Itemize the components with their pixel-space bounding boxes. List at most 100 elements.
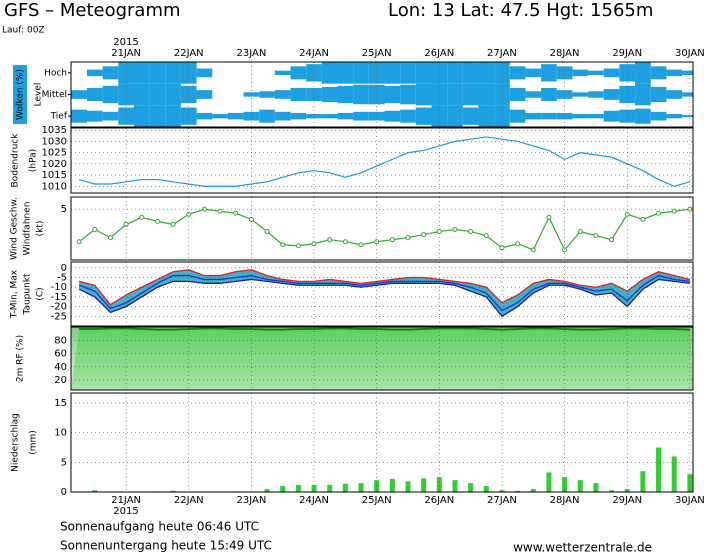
cloud-cover [321,114,338,119]
wind-point [217,208,223,214]
cloud-cover [541,88,557,101]
cloud-cover [306,64,322,82]
wind-point [358,242,364,248]
y-tick-label: 80 [54,335,67,346]
cloud-cover [353,111,369,121]
wind-point [76,239,82,245]
wind-point [546,214,552,220]
cloud-cover [321,86,338,103]
cloud-cover [619,109,636,123]
cloud-cover [384,62,401,84]
precip-bar [483,486,489,492]
x-tick-label: 23JAN [236,495,266,506]
cloud-cover [431,105,448,127]
cloud-cover [196,112,213,120]
wind-point [640,216,646,222]
precip-bar [609,490,615,492]
wind-point [139,214,145,220]
cloud-cover [196,90,213,99]
y-tick-label: 0 [61,263,67,274]
cloud-cover [447,62,463,84]
y-axis-label: (C) [36,287,46,300]
wind-point [107,235,113,241]
cloud-cover [415,107,432,125]
precip-bar [405,481,411,492]
temperature-line [78,274,690,312]
x-tick-label: 21JAN [111,48,141,59]
y-axis-label: Bodendruck [11,133,21,188]
x-tick-label: 29JAN [612,48,642,59]
wind-point [295,243,301,249]
y-tick-label: -20 [51,302,67,313]
x-tick-label: 29JAN [612,495,642,506]
cloud-cover [635,108,651,124]
wind-point [515,241,521,247]
cloud-cover [368,111,385,121]
wind-point [342,239,348,245]
x-tick-label: 21JAN [111,495,141,506]
cloud-cover [165,62,181,84]
cloud-cover [243,111,260,121]
precip-bar [530,489,536,492]
precip-bar [452,480,458,492]
precip-bar [342,483,348,492]
precip-bar [546,472,552,492]
layer-label: Hoch [44,68,67,78]
x-tick-label: 30JAN [675,48,705,59]
wind-point [280,242,286,248]
cloud-cover [509,66,526,80]
cloud-cover [572,69,589,77]
cloud-cover [290,66,307,80]
cloud-cover [306,114,322,119]
cloud-cover [274,111,291,121]
x-tick-label: 27JAN [487,48,517,59]
precip-bar [436,477,442,492]
x-tick-label: 26JAN [424,48,454,59]
precip-bar [671,456,677,492]
y-axis-label: Wolken (%) [16,69,26,120]
layer-label: Mittel [42,90,67,100]
cloud-cover [290,88,307,101]
cloud-cover [400,84,416,105]
panel-frame [70,261,694,327]
pressure-line [78,136,691,187]
precip-bar [562,477,568,492]
cloud-cover [71,109,87,123]
x-tick-label: 22JAN [174,495,204,506]
wind-point [421,232,427,238]
cloud-cover [259,109,275,123]
cloud-cover [509,88,526,101]
cloud-cover [290,112,307,120]
precip-bar [358,483,364,492]
cloud-cover [650,86,667,103]
precip-bar [640,471,646,492]
wind-point [530,247,536,253]
cloud-cover [227,112,244,120]
y-tick-label: 15 [54,398,67,409]
cloud-cover [635,62,651,84]
wind-point [671,208,677,214]
y-axis-label: Windfahnen [23,202,33,256]
y-tick-label: 1020 [42,159,67,170]
cloud-cover [682,70,693,75]
label-background [13,65,27,124]
precip-bar [624,489,630,492]
cloud-cover [619,64,636,82]
cloud-cover [133,83,150,106]
y-tick-label: -10 [51,282,67,293]
cloud-cover [572,92,589,97]
precip-bar [421,478,427,492]
precip-bar [311,484,317,492]
panel-frame [70,196,694,261]
y-axis-label: (hPa) [29,149,39,172]
cloud-cover [462,83,479,106]
cloud-cover [400,109,416,123]
wind-point [186,211,192,217]
precip-bar [170,490,176,492]
panel [92,447,693,492]
y-tick-label: 1025 [42,148,67,159]
cloud-cover [415,83,432,106]
wind-line [78,208,690,251]
x-tick-label: 27JAN [487,495,517,506]
